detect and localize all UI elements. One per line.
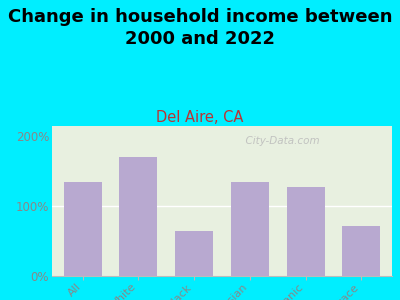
Bar <box>175 231 213 276</box>
Bar <box>287 187 324 276</box>
Text: Change in household income between
2000 and 2022: Change in household income between 2000 … <box>8 8 392 48</box>
Text: City-Data.com: City-Data.com <box>239 136 320 146</box>
Text: Del Aire, CA: Del Aire, CA <box>156 110 244 124</box>
Bar <box>120 158 157 276</box>
Bar <box>231 182 269 276</box>
Bar <box>342 226 380 276</box>
Bar <box>64 182 102 276</box>
